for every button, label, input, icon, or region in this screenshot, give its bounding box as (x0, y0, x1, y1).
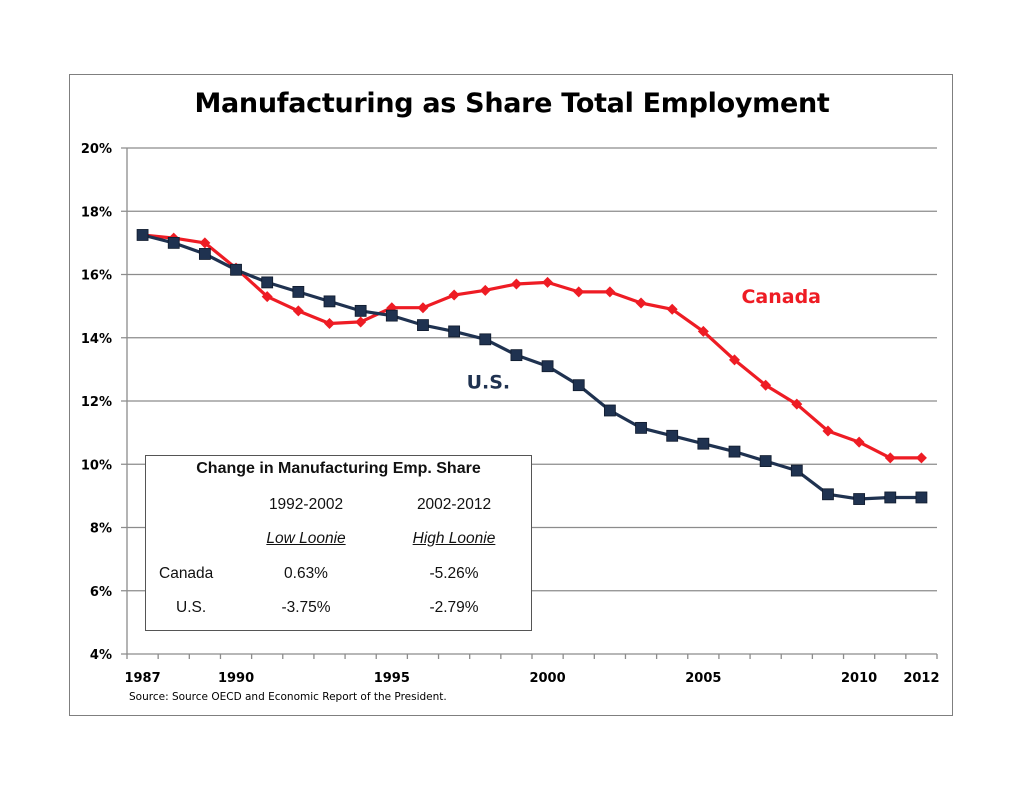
row-label-canada: Canada (159, 565, 214, 582)
x-tick-label: 1990 (218, 671, 254, 686)
data-point-canada (635, 297, 647, 309)
y-tick-label: 6% (90, 585, 112, 600)
column-note-1-wrap: Low Loonie (241, 530, 371, 548)
column-note-1: Low Loonie (266, 530, 346, 547)
data-point-us (541, 360, 554, 373)
data-point-us (697, 437, 710, 450)
x-tick-label: 1995 (374, 671, 410, 686)
data-point-us (635, 421, 647, 434)
data-point-canada (448, 289, 460, 301)
data-point-us (603, 404, 616, 417)
data-point-us (261, 276, 274, 289)
data-point-us (448, 325, 461, 338)
x-tick-label: 2000 (529, 671, 565, 686)
y-tick-label: 14% (81, 332, 112, 347)
y-tick-label: 4% (90, 648, 112, 663)
column-period-1: 1992-2002 (268, 496, 344, 513)
source-note: Source: Source OECD and Economic Report … (129, 691, 447, 703)
axes (121, 148, 938, 659)
y-tick-label: 18% (81, 205, 112, 220)
data-point-canada (355, 316, 367, 328)
data-point-canada (542, 276, 554, 288)
cell-us-2: -2.79% (429, 599, 479, 616)
x-tick-label: 1987 (124, 671, 160, 686)
x-tick-label: 2012 (903, 671, 939, 686)
data-point-us (230, 263, 242, 276)
data-point-canada (573, 286, 585, 298)
column-note-2-wrap: High Loonie (389, 530, 519, 548)
data-point-canada (884, 452, 896, 464)
series-label-canada: Canada (741, 286, 821, 308)
data-point-us (728, 445, 741, 458)
data-point-canada (324, 318, 335, 330)
chart-title: Manufacturing as Share Total Employment (194, 88, 830, 119)
chart-frame (69, 74, 953, 716)
cell-canada-1: 0.63% (284, 565, 328, 582)
y-tick-label: 10% (81, 458, 112, 473)
data-point-canada (292, 305, 304, 317)
cell-us-1: -3.75% (281, 599, 331, 616)
series-line-canada (142, 233, 922, 460)
data-point-canada (417, 302, 429, 314)
data-point-us (323, 295, 336, 308)
data-point-us (853, 493, 866, 505)
data-point-us (167, 236, 180, 249)
data-point-us (759, 455, 772, 467)
data-point-us (136, 229, 149, 241)
data-point-canada (261, 291, 273, 303)
data-point-us (417, 319, 429, 332)
data-point-us (572, 379, 585, 392)
column-note-2: High Loonie (412, 530, 496, 547)
series-label-us: U.S. (467, 371, 511, 393)
data-point-canada (760, 379, 772, 391)
row-label-us: U.S. (176, 599, 207, 616)
table-title: Change in Manufacturing Emp. Share (196, 460, 481, 477)
data-point-us (198, 248, 211, 260)
x-tick-label: 2005 (685, 671, 721, 686)
y-tick-label: 8% (90, 522, 112, 537)
data-point-canada (510, 278, 522, 290)
data-point-us (354, 304, 367, 317)
change-summary-table: Change in Manufacturing Emp. Share 1992-… (145, 455, 532, 631)
data-point-canada (729, 354, 740, 366)
data-point-canada (697, 325, 709, 337)
data-point-canada (853, 436, 865, 448)
data-point-us (915, 491, 928, 504)
data-point-us (666, 429, 679, 442)
data-point-canada (199, 237, 211, 249)
data-point-canada (479, 284, 491, 296)
y-tick-label: 16% (81, 269, 112, 284)
y-tick-label: 20% (81, 142, 112, 157)
labels: 4% 6% 8% 10% 12% 14% 16% 18% 20% 1987 1990 1995 2000… (81, 142, 940, 686)
data-point-canada (604, 286, 616, 298)
data-point-canada (822, 425, 834, 437)
cell-canada-2: -5.26% (429, 565, 479, 582)
x-tick-label: 2010 (841, 671, 877, 686)
data-point-canada (915, 452, 927, 464)
column-period-2: 2002-2012 (416, 496, 492, 513)
data-point-canada (791, 398, 803, 410)
data-point-us (292, 285, 305, 298)
data-point-us (884, 491, 897, 504)
y-tick-label: 12% (81, 395, 112, 410)
data-point-canada (666, 303, 678, 315)
data-point-us (479, 333, 492, 346)
data-point-us (822, 488, 834, 501)
series (136, 229, 928, 505)
data-point-us (790, 464, 803, 477)
data-point-us (385, 309, 398, 322)
data-point-us (510, 349, 523, 362)
